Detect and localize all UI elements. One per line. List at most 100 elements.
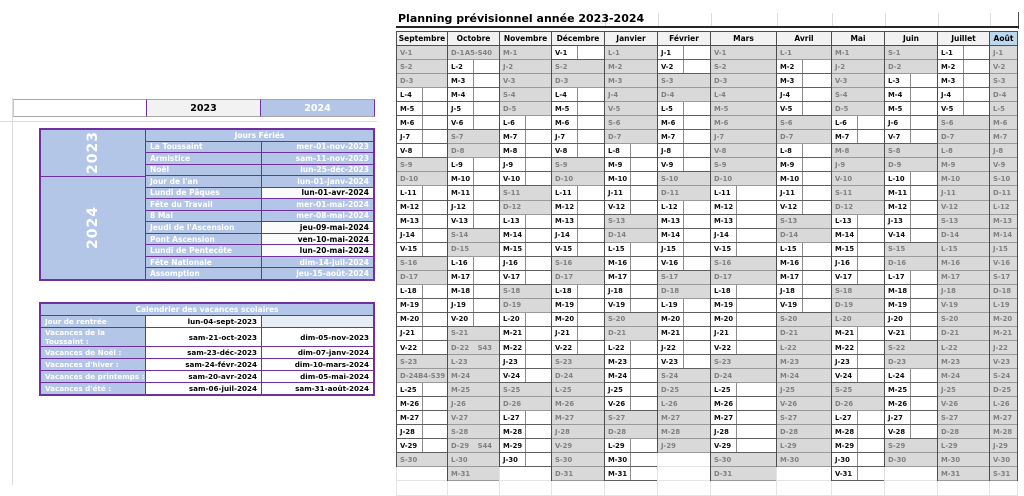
day-cell[interactable]: D-28 — [605, 425, 657, 440]
day-cell[interactable]: M-2 — [605, 60, 657, 75]
month-header-cell[interactable]: Septembre — [396, 31, 447, 46]
day-cell[interactable]: D-2 — [885, 60, 937, 75]
day-cell[interactable]: M-23 — [605, 355, 657, 370]
day-cell[interactable]: J-16 — [832, 256, 884, 271]
note-cell[interactable] — [684, 130, 710, 144]
note-cell[interactable] — [737, 425, 776, 439]
day-cell[interactable]: L-1 — [605, 46, 657, 61]
day-cell[interactable]: M-3 — [938, 74, 989, 89]
empty-cell[interactable] — [990, 481, 1017, 496]
day-cell[interactable]: L-24 — [885, 369, 937, 384]
day-cell[interactable]: M-22 — [500, 340, 551, 356]
note-cell[interactable] — [526, 340, 551, 355]
empty-cell[interactable] — [658, 453, 710, 468]
note-cell[interactable] — [737, 242, 776, 256]
note-cell[interactable] — [474, 312, 499, 326]
note-cell[interactable] — [526, 453, 551, 467]
day-cell[interactable]: S-18 — [500, 284, 551, 299]
day-cell[interactable]: S-29 — [885, 439, 937, 454]
day-cell[interactable]: M-17 — [777, 270, 831, 285]
holiday-name-cell[interactable]: Armistice — [146, 153, 262, 164]
empty-cell[interactable] — [658, 481, 710, 496]
note-cell[interactable] — [526, 130, 551, 144]
day-cell[interactable]: D-24 — [552, 369, 604, 384]
day-cell[interactable]: S-10 — [658, 172, 710, 187]
note-cell[interactable] — [631, 200, 657, 214]
day-cell[interactable]: V-15 — [397, 242, 447, 257]
day-cell[interactable]: M-30 — [605, 453, 657, 468]
day-cell[interactable]: J-25 — [777, 383, 831, 398]
day-cell[interactable]: S-2 — [552, 60, 604, 75]
day-cell[interactable]: L-9 — [448, 158, 499, 173]
note-cell[interactable] — [423, 102, 447, 116]
note-cell[interactable] — [684, 46, 710, 60]
vacation-end-cell[interactable]: dim-10-mars-2024 — [262, 359, 373, 370]
day-cell[interactable]: S-6 — [938, 116, 989, 131]
note-cell[interactable] — [423, 214, 447, 228]
day-cell[interactable]: M-26 — [885, 397, 937, 412]
note-cell[interactable] — [578, 228, 604, 242]
day-cell[interactable]: L-25 — [552, 383, 604, 398]
day-cell[interactable]: D-7 — [938, 130, 989, 145]
vacation-start-cell[interactable]: sam-21-oct-2023 — [146, 328, 262, 346]
note-cell[interactable] — [474, 186, 499, 200]
day-cell[interactable]: D-19 — [500, 298, 551, 313]
note-cell[interactable] — [803, 270, 831, 284]
note-cell[interactable] — [423, 116, 447, 130]
note-cell[interactable] — [631, 467, 657, 481]
day-cell[interactable]: J-1 — [990, 46, 1017, 61]
note-cell[interactable] — [474, 214, 499, 228]
day-cell[interactable]: J-4 — [777, 88, 831, 103]
day-cell[interactable]: M-15 — [500, 242, 551, 257]
day-cell[interactable]: S-3 — [658, 74, 710, 89]
day-cell[interactable]: S-4 — [500, 88, 551, 103]
day-cell[interactable]: M-12 — [885, 200, 937, 215]
day-cell[interactable]: M-25 — [885, 383, 937, 398]
day-cell[interactable]: M-24 — [448, 369, 499, 384]
day-cell[interactable]: L-19 — [990, 298, 1017, 313]
holiday-year-label-2023[interactable]: 2023 — [41, 130, 146, 177]
note-cell[interactable] — [423, 383, 447, 397]
note-cell[interactable] — [684, 60, 710, 74]
day-cell[interactable]: S-2 — [397, 60, 447, 75]
day-cell[interactable]: D-5 — [500, 102, 551, 117]
note-cell[interactable] — [578, 298, 604, 312]
day-cell[interactable]: S-1 — [885, 46, 937, 61]
day-cell[interactable]: M-20 — [658, 312, 710, 327]
day-cell[interactable]: M-14 — [832, 228, 884, 243]
note-cell[interactable] — [423, 340, 447, 355]
day-cell[interactable]: S-15 — [885, 242, 937, 257]
vacation-label-cell[interactable]: Jour de rentrée — [41, 316, 146, 327]
note-cell[interactable] — [578, 242, 604, 256]
day-cell[interactable]: M-14 — [658, 228, 710, 243]
day-cell[interactable]: D-21 — [605, 326, 657, 341]
empty-cell[interactable] — [397, 481, 447, 496]
day-cell[interactable]: V-28 — [885, 425, 937, 440]
note-cell[interactable] — [803, 88, 831, 102]
note-cell[interactable] — [911, 411, 937, 425]
note-cell[interactable] — [964, 74, 989, 88]
day-cell[interactable]: V-8 — [711, 144, 776, 159]
note-cell[interactable] — [631, 369, 657, 383]
note-cell[interactable] — [423, 425, 447, 439]
day-cell[interactable]: D-16 — [885, 256, 937, 271]
day-cell[interactable]: D-4 — [658, 88, 710, 103]
day-cell[interactable]: M-14 — [990, 228, 1017, 243]
note-cell[interactable] — [578, 88, 604, 102]
day-cell[interactable]: V-1 — [552, 46, 604, 61]
note-cell[interactable] — [631, 284, 657, 298]
empty-cell[interactable] — [777, 467, 831, 482]
note-cell[interactable] — [474, 298, 499, 312]
day-cell[interactable]: S-11 — [500, 186, 551, 201]
day-cell[interactable]: J-19 — [448, 298, 499, 313]
day-cell[interactable]: S-16 — [711, 256, 776, 271]
day-cell[interactable]: V-5 — [938, 102, 989, 117]
holiday-name-cell[interactable]: Lundi de Pâques — [146, 187, 262, 199]
day-cell[interactable]: J-22 — [658, 340, 710, 356]
note-cell[interactable] — [474, 200, 499, 214]
day-cell[interactable]: L-29 — [777, 439, 831, 454]
day-cell[interactable]: L-20 — [832, 312, 884, 327]
day-cell[interactable]: S-8 — [885, 144, 937, 159]
note-cell[interactable] — [423, 200, 447, 214]
day-cell[interactable]: D-10 — [711, 172, 776, 187]
